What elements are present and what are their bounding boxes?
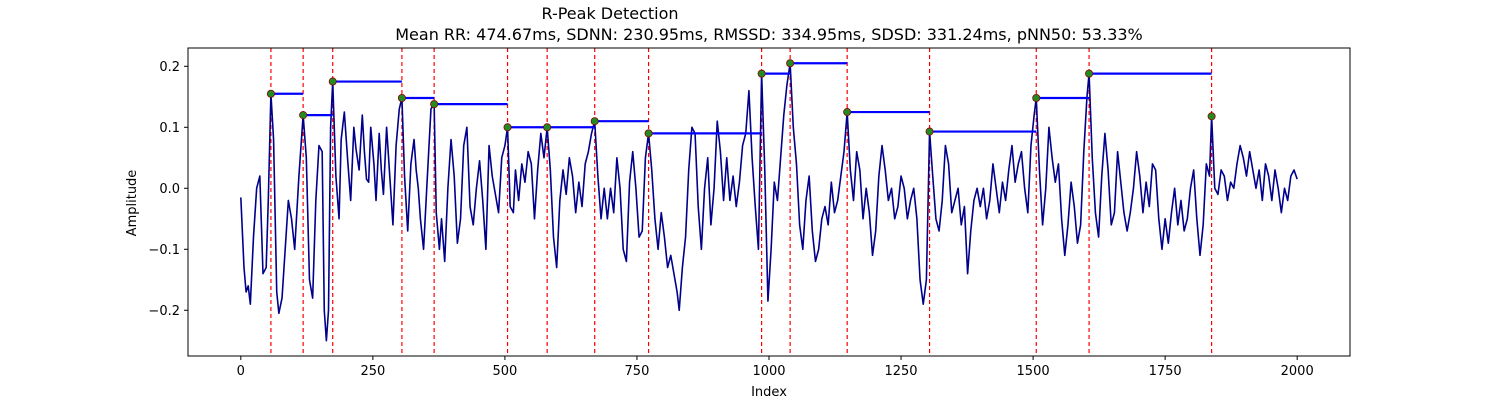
peak-marker (925, 127, 934, 136)
peak-marker (1085, 69, 1094, 78)
peak-marker (786, 59, 795, 68)
peak-markers (266, 59, 1216, 138)
y-axis: −0.2 −0.1 0.0 0.1 0.2 (148, 60, 188, 319)
peak-marker (328, 77, 337, 86)
y-tick-label: −0.2 (148, 304, 180, 319)
y-tick-label: 0.0 (159, 182, 180, 197)
x-tick-label: 250 (360, 364, 385, 379)
plot-area (240, 48, 1298, 356)
peak-marker (644, 129, 653, 138)
x-tick-label: 1750 (1149, 364, 1182, 379)
x-axis: 0 250 500 750 1000 1250 1500 1750 2000 (237, 356, 1314, 379)
y-tick-label: 0.1 (159, 121, 180, 136)
y-tick-label: −0.1 (148, 243, 180, 258)
peak-marker (843, 108, 852, 117)
chart-title: R-Peak Detection (541, 4, 678, 23)
x-tick-label: 1000 (752, 364, 785, 379)
peak-lines (270, 48, 1213, 356)
x-tick-label: 2000 (1281, 364, 1314, 379)
peak-marker (1032, 94, 1041, 103)
peak-marker (266, 89, 275, 98)
chart-subtitle: Mean RR: 474.67ms, SDNN: 230.95ms, RMSSD… (395, 25, 1143, 44)
peak-marker (543, 123, 552, 132)
peak-marker (397, 94, 406, 103)
signal-line (240, 62, 1298, 342)
y-tick-label: 0.2 (159, 60, 180, 75)
peak-marker (757, 69, 766, 78)
x-tick-label: 0 (237, 364, 245, 379)
peak-marker (590, 117, 599, 126)
peak-marker (430, 100, 439, 109)
peak-marker (503, 123, 512, 132)
x-tick-label: 1500 (1017, 364, 1050, 379)
peak-marker (299, 111, 308, 120)
x-axis-label: Index (751, 385, 787, 400)
x-tick-label: 1250 (884, 364, 917, 379)
y-axis-label: Amplitude (125, 170, 140, 237)
x-tick-label: 500 (492, 364, 517, 379)
peak-marker (1207, 112, 1216, 121)
rr-interval-lines (270, 62, 1212, 135)
x-tick-label: 750 (625, 364, 650, 379)
